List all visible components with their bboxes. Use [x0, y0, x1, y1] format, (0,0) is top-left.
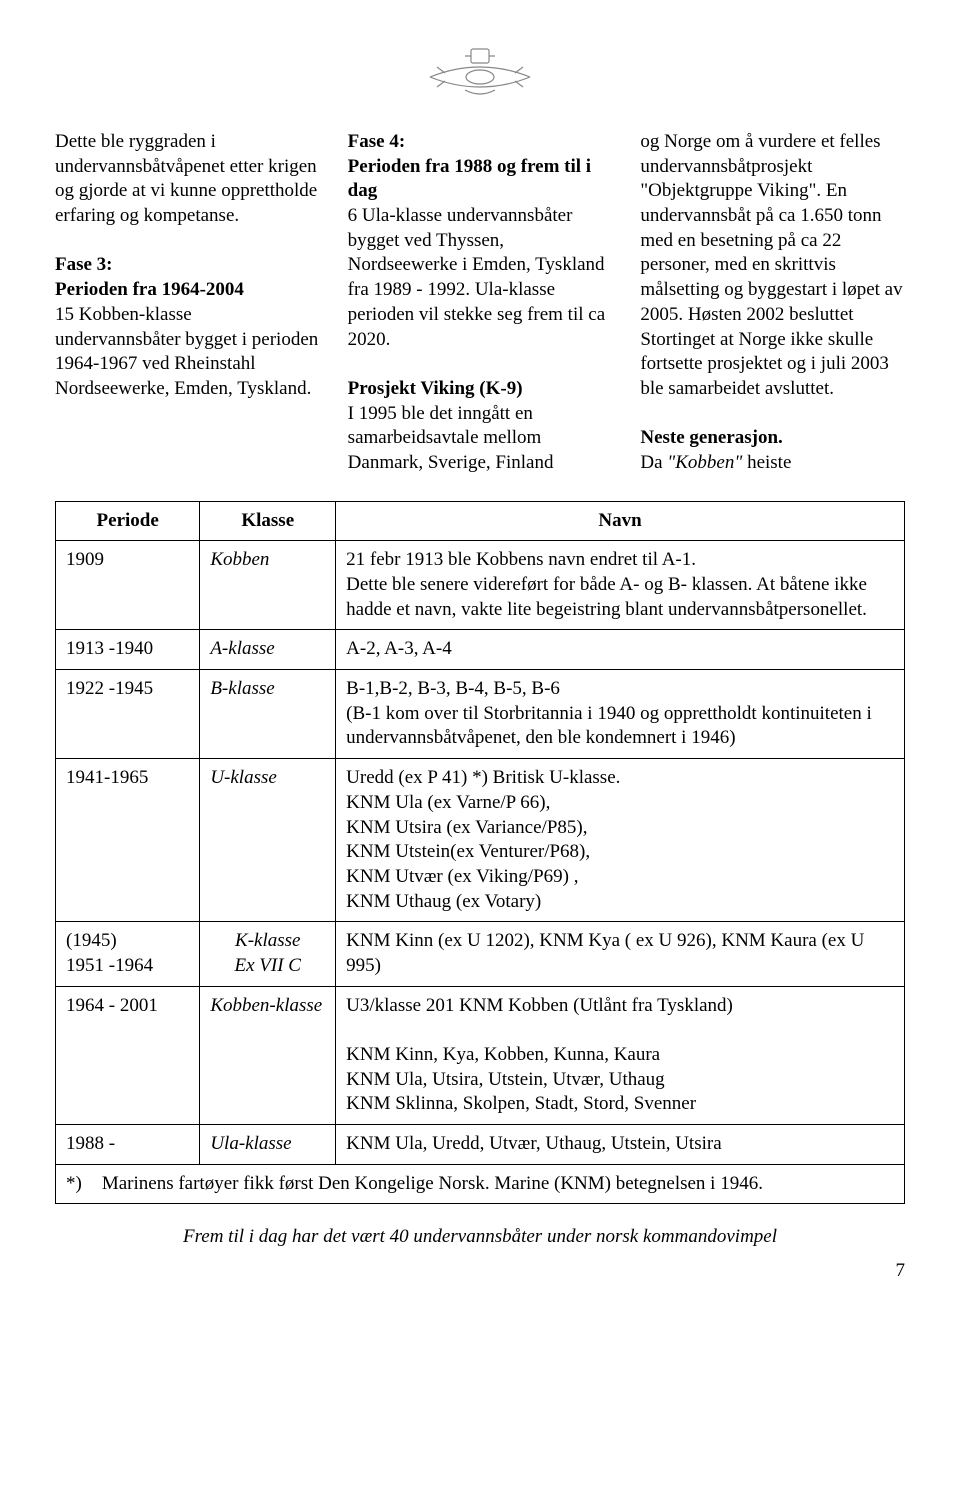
cell-navn: 21 febr 1913 ble Kobbens navn endret til…: [336, 541, 905, 630]
cell-periode: (1945) 1951 -1964: [56, 922, 200, 986]
col2-fase4: Fase 4: Perioden fra 1988 og frem til i …: [348, 130, 613, 352]
cell-navn: A-2, A-3, A-4: [336, 630, 905, 670]
col2-h1a: Fase 4:: [348, 131, 406, 152]
col1-h1b: Perioden fra 1964-2004: [55, 279, 244, 300]
column-2: Fase 4: Perioden fra 1988 og frem til i …: [348, 130, 613, 476]
th-navn: Navn: [336, 501, 905, 541]
cell-periode: 1941-1965: [56, 759, 200, 922]
col2-para1: 6 Ula-klasse under­vannsbåter bygget ved…: [348, 205, 605, 349]
footnote-mark: *): [66, 1172, 82, 1197]
page-number: 7: [55, 1260, 905, 1282]
col2-h2: Prosjekt Viking (K-9): [348, 378, 523, 399]
cell-klasse: Ula-klasse: [200, 1125, 336, 1165]
table-row: 1913 -1940A-klasseA-2, A-3, A-4: [56, 630, 905, 670]
cell-klasse: A-klasse: [200, 630, 336, 670]
col2-viking: Prosjekt Viking (K-9) I 1995 ble det inn…: [348, 377, 613, 476]
text-columns: Dette ble ryggraden i undervannsbåtvåpen…: [55, 130, 905, 476]
table-row: 1909Kobben21 febr 1913 ble Kobbens navn …: [56, 541, 905, 630]
cell-periode: 1913 -1940: [56, 630, 200, 670]
col3-para1: og Norge om å vurdere et felles undervan…: [640, 130, 905, 402]
col2-h1b: Perioden fra 1988 og frem til i dag: [348, 156, 591, 202]
submarine-classes-table: Periode Klasse Navn 1909Kobben21 febr 19…: [55, 501, 905, 1205]
cell-klasse: Kobben-klasse: [200, 986, 336, 1124]
col1-para2: 15 Kobben-klasse undervannsbåter bygget …: [55, 304, 318, 399]
table-footnote-cell: *) Marinens fartøyer fikk først Den Kong…: [56, 1164, 905, 1204]
page: Dette ble ryggraden i undervannsbåtvåpen…: [0, 0, 960, 1312]
col1-fase3: Fase 3: Perioden fra 1964-2004 15 Kobben…: [55, 253, 320, 401]
cell-navn: KNM Kinn (ex U 1202), KNM Kya ( ex U 926…: [336, 922, 905, 986]
emblem-wrap: [55, 45, 905, 105]
th-klasse: Klasse: [200, 501, 336, 541]
table-row: 1941-1965U-klasseUredd (ex P 41) *) Brit…: [56, 759, 905, 922]
table-row: 1964 - 2001Kobben-klasseU3/klasse 201 KN…: [56, 986, 905, 1124]
cell-klasse: Kobben: [200, 541, 336, 630]
cell-periode: 1988 -: [56, 1125, 200, 1165]
table-row: 1988 -Ula-klasseKNM Ula, Uredd, Utvær, U…: [56, 1125, 905, 1165]
cell-navn: U3/klasse 201 KNM Kobben (Utlånt fra Tys…: [336, 986, 905, 1124]
table-footnote-row: *) Marinens fartøyer fikk først Den Kong…: [56, 1164, 905, 1204]
table-row: 1922 -1945B-klasseB-1,B-2, B-3, B-4, B-5…: [56, 670, 905, 759]
column-1: Dette ble ryggraden i undervannsbåtvåpen…: [55, 130, 320, 476]
col1-h1a: Fase 3:: [55, 254, 113, 275]
cell-periode: 1909: [56, 541, 200, 630]
cell-klasse: B-klasse: [200, 670, 336, 759]
col3-p2a: Da: [640, 452, 667, 473]
naval-emblem-icon: [415, 45, 545, 105]
table-row: (1945) 1951 -1964K-klasse Ex VII CKNM Ki…: [56, 922, 905, 986]
cell-navn: B-1,B-2, B-3, B-4, B-5, B-6 (B-1 kom ove…: [336, 670, 905, 759]
footnote-text: Marinens fartøyer fikk først Den Kongeli…: [102, 1172, 763, 1197]
cell-navn: Uredd (ex P 41) *) Britisk U-klasse. KNM…: [336, 759, 905, 922]
th-periode: Periode: [56, 501, 200, 541]
col3-neste: Neste generasjon. Da "Kobben" heiste: [640, 426, 905, 475]
cell-klasse: K-klasse Ex VII C: [200, 922, 336, 986]
col3-p2c: heiste: [742, 452, 791, 473]
closing-line: Frem til i dag har det vært 40 undervann…: [55, 1226, 905, 1248]
column-3: og Norge om å vurdere et felles undervan…: [640, 130, 905, 476]
col1-para1: Dette ble ryggraden i undervannsbåtvåpen…: [55, 130, 320, 229]
cell-periode: 1922 -1945: [56, 670, 200, 759]
col2-para2: I 1995 ble det inngått en samarbeidsavta…: [348, 403, 554, 473]
table-header-row: Periode Klasse Navn: [56, 501, 905, 541]
cell-klasse: U-klasse: [200, 759, 336, 922]
col3-h2: Neste generasjon.: [640, 427, 782, 448]
cell-navn: KNM Ula, Uredd, Utvær, Uthaug, Utstein, …: [336, 1125, 905, 1165]
col3-p2b: "Kobben": [667, 452, 742, 473]
cell-periode: 1964 - 2001: [56, 986, 200, 1124]
